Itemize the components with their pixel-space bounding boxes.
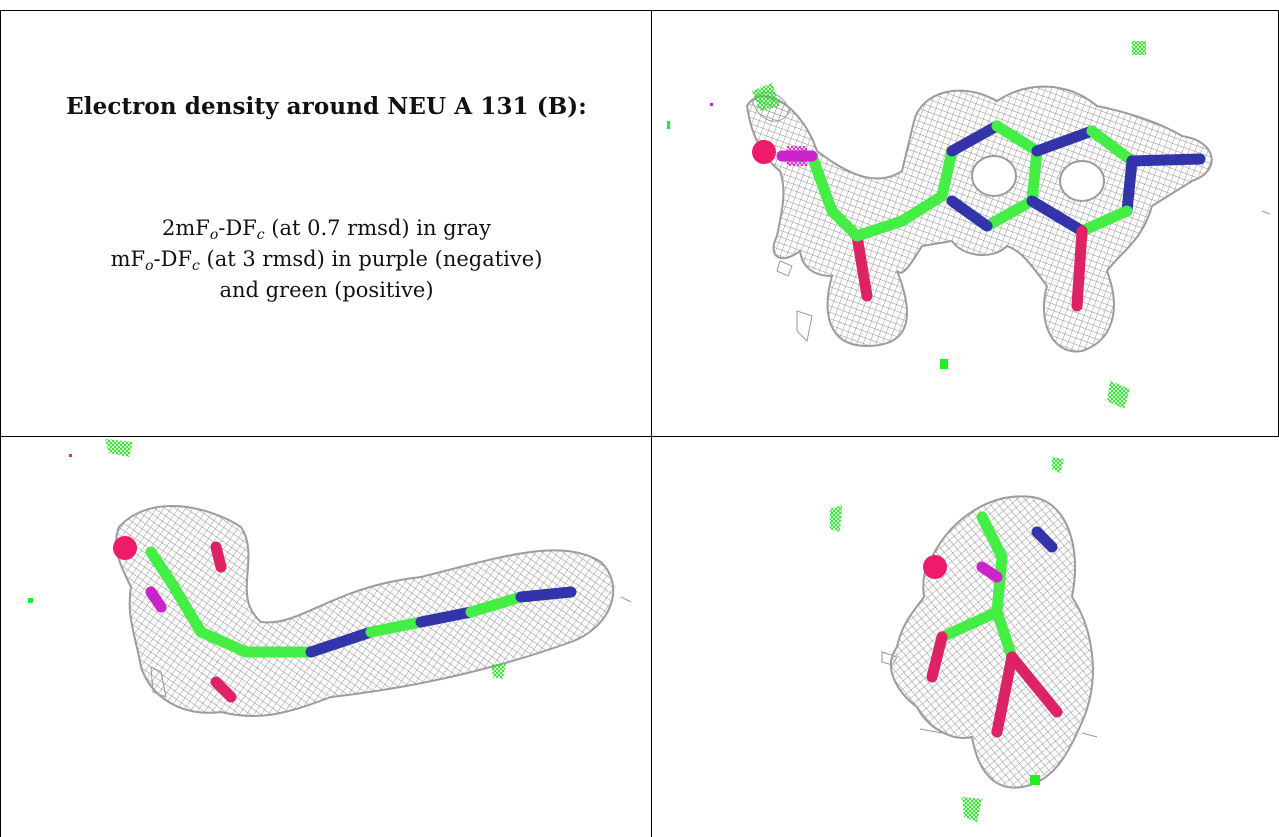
density-image-top-right <box>667 41 1271 409</box>
stray-gray-mesh <box>881 651 1098 738</box>
ion-sphere <box>113 536 137 560</box>
density-envelope-2fofc <box>115 505 615 718</box>
density-view-top-right <box>652 11 1278 436</box>
difference-density-blobs <box>667 41 1146 409</box>
caption-title: Electron density around NEU A 131 (B): <box>66 93 587 120</box>
table-left-rule <box>0 10 1 837</box>
legend-line-2fofc: 2mFo-DFc (at 0.7 rmsd) in gray <box>161 216 492 243</box>
ion-sphere <box>923 555 947 579</box>
molecule-sticks-bottom-left <box>145 541 577 703</box>
difference-density-blobs <box>830 457 1064 822</box>
ion-sphere <box>752 140 776 164</box>
legend-line-colors: and green (positive) <box>219 278 434 302</box>
density-image-bottom-right <box>830 457 1098 822</box>
molecule-sticks-bottom-right <box>926 511 1063 738</box>
density-view-bottom-right <box>652 437 1278 837</box>
ring-holes <box>971 155 1105 202</box>
legend-line-fofc: mFo-DFc (at 3 rmsd) in purple (negative) <box>110 247 543 274</box>
table-top-rule <box>0 10 1279 11</box>
caption-legend: 2mFo-DFc (at 0.7 rmsd) in gray mFo-DFc (… <box>1 213 651 306</box>
molecule-sticks-top-right <box>776 120 1206 312</box>
table-middle-rule <box>651 10 652 837</box>
stray-gray-mesh <box>150 596 632 698</box>
density-view-bottom-left <box>1 437 651 837</box>
difference-density-blobs <box>28 439 506 679</box>
stray-gray-mesh <box>776 210 1271 343</box>
table-row-rule <box>0 436 1279 437</box>
caption-cell: Electron density around NEU A 131 (B): 2… <box>1 11 651 436</box>
density-image-bottom-left <box>28 439 632 718</box>
